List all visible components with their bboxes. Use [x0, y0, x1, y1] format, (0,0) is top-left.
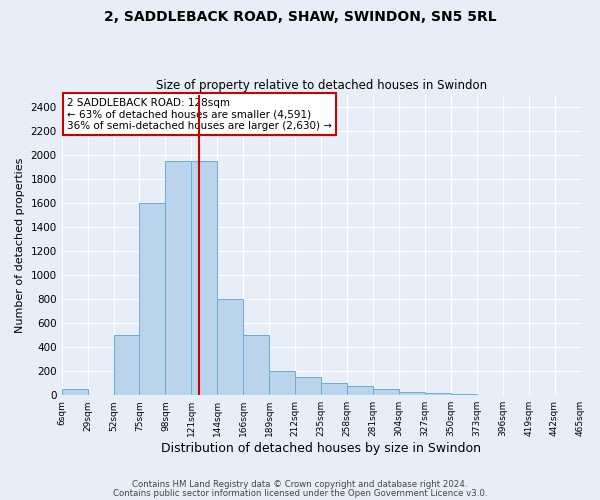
Bar	[477, 394, 503, 395]
Bar	[503, 394, 529, 395]
Bar	[191, 160, 217, 395]
Bar	[399, 392, 425, 395]
Title: Size of property relative to detached houses in Swindon: Size of property relative to detached ho…	[155, 79, 487, 92]
Bar	[166, 160, 191, 395]
Text: 2 SADDLEBACK ROAD: 128sqm
← 63% of detached houses are smaller (4,591)
36% of se: 2 SADDLEBACK ROAD: 128sqm ← 63% of detac…	[67, 98, 332, 131]
Text: 2, SADDLEBACK ROAD, SHAW, SWINDON, SN5 5RL: 2, SADDLEBACK ROAD, SHAW, SWINDON, SN5 5…	[104, 10, 496, 24]
Bar	[554, 394, 581, 395]
Bar	[139, 203, 166, 395]
Y-axis label: Number of detached properties: Number of detached properties	[15, 157, 25, 332]
Bar	[529, 394, 554, 395]
Bar	[113, 335, 139, 395]
X-axis label: Distribution of detached houses by size in Swindon: Distribution of detached houses by size …	[161, 442, 481, 455]
Bar	[269, 371, 295, 395]
Bar	[243, 335, 269, 395]
Bar	[295, 377, 321, 395]
Text: Contains HM Land Registry data © Crown copyright and database right 2024.: Contains HM Land Registry data © Crown c…	[132, 480, 468, 489]
Bar	[425, 393, 451, 395]
Text: Contains public sector information licensed under the Open Government Licence v3: Contains public sector information licen…	[113, 488, 487, 498]
Bar	[217, 299, 243, 395]
Bar	[62, 389, 88, 395]
Bar	[451, 394, 477, 395]
Bar	[347, 386, 373, 395]
Bar	[321, 383, 347, 395]
Bar	[373, 389, 399, 395]
